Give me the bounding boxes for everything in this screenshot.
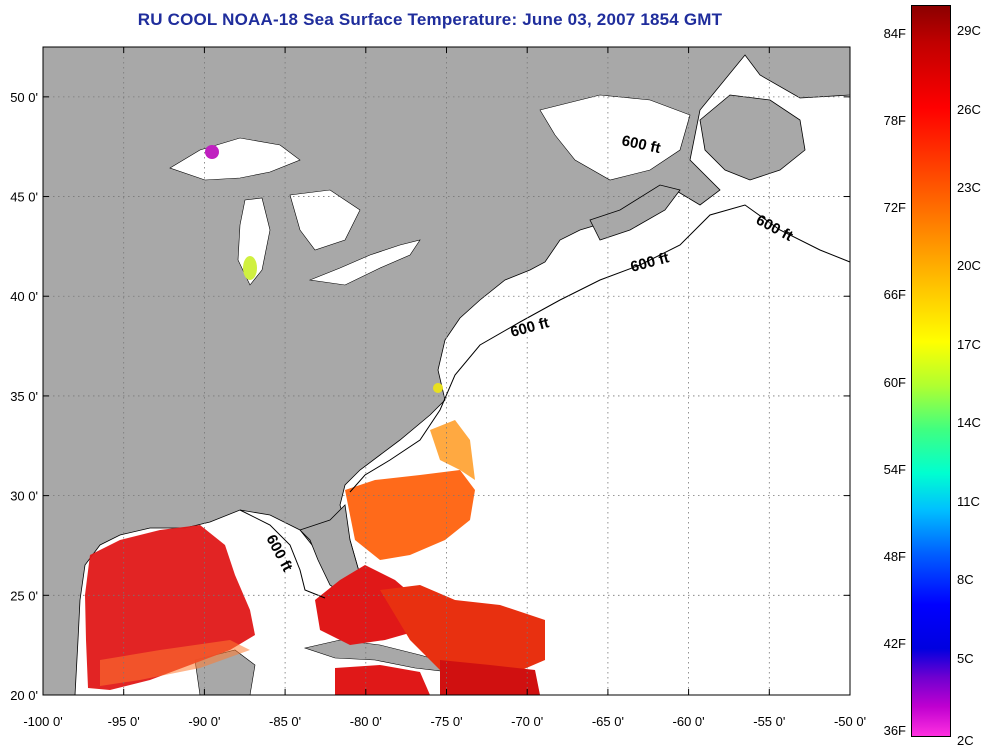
celsius-label: 2C xyxy=(957,733,974,748)
sst-lake-superior-patch xyxy=(205,145,219,159)
celsius-label: 20C xyxy=(957,258,981,273)
latitude-label: 35 0' xyxy=(10,389,38,404)
fahrenheit-label: 78F xyxy=(884,113,906,128)
longitude-label: -100 0' xyxy=(23,714,62,729)
temperature-colorbar xyxy=(911,5,951,737)
fahrenheit-label: 72F xyxy=(884,200,906,215)
celsius-label: 14C xyxy=(957,415,981,430)
fahrenheit-label: 84F xyxy=(884,26,906,41)
longitude-label: -80 0' xyxy=(350,714,382,729)
fahrenheit-label: 66F xyxy=(884,287,906,302)
sst-lake-michigan-patch xyxy=(243,256,257,280)
latitude-label: 30 0' xyxy=(10,489,38,504)
longitude-label: -65 0' xyxy=(592,714,624,729)
longitude-label: -60 0' xyxy=(673,714,705,729)
celsius-label: 26C xyxy=(957,102,981,117)
latitude-label: 20 0' xyxy=(10,688,38,703)
longitude-label: -85 0' xyxy=(269,714,301,729)
longitude-labels: -100 0' -95 0' -90 0' -85 0' -80 0' -75 0' -70… xyxy=(23,714,866,729)
latitude-label: 50 0' xyxy=(10,90,38,105)
longitude-label: -55 0' xyxy=(753,714,785,729)
latitude-label: 25 0' xyxy=(10,588,38,603)
celsius-label: 23C xyxy=(957,180,981,195)
longitude-label: -50 0' xyxy=(834,714,866,729)
celsius-label: 8C xyxy=(957,572,974,587)
latitude-labels: 50 0' 45 0' 40 0' 35 0' 30 0' 25 0' 20 0' xyxy=(10,90,38,703)
latitude-label: 45 0' xyxy=(10,190,38,205)
celsius-label: 5C xyxy=(957,651,974,666)
sst-chesapeake-patch xyxy=(433,383,443,393)
fahrenheit-label: 42F xyxy=(884,636,906,651)
celsius-label: 11C xyxy=(957,494,980,509)
latitude-label: 40 0' xyxy=(10,289,38,304)
longitude-label: -90 0' xyxy=(188,714,220,729)
fahrenheit-label: 48F xyxy=(884,549,906,564)
celsius-label: 29C xyxy=(957,23,981,38)
fahrenheit-label: 36F xyxy=(884,723,906,738)
longitude-label: -75 0' xyxy=(430,714,462,729)
longitude-label: -70 0' xyxy=(511,714,543,729)
celsius-label: 17C xyxy=(957,337,981,352)
fahrenheit-label: 54F xyxy=(884,462,906,477)
fahrenheit-label: 60F xyxy=(884,375,906,390)
longitude-label: -95 0' xyxy=(108,714,140,729)
